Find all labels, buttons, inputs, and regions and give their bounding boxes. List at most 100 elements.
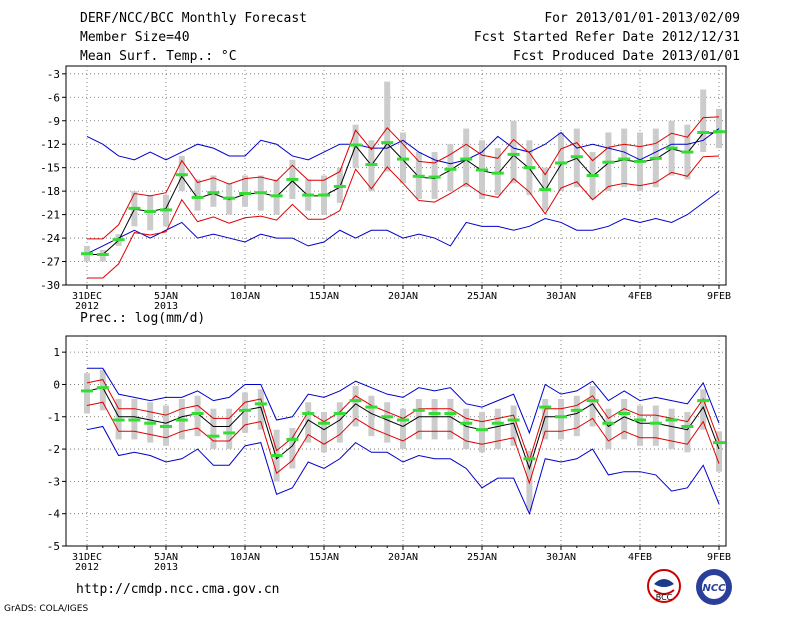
obs-marker — [175, 418, 188, 422]
envelope-min-line — [86, 190, 720, 255]
y-tick-label: -9 — [47, 115, 60, 128]
spread-lower-line — [87, 155, 720, 279]
ensemble-box — [210, 408, 217, 450]
ensemble-box — [605, 408, 612, 450]
ensemble-box — [400, 408, 406, 450]
obs-marker — [365, 163, 378, 167]
ensemble-box — [668, 408, 675, 450]
grads-credit: GrADS: COLA/IGES — [4, 604, 89, 614]
ensemble-box — [242, 392, 248, 433]
y-tick-label: -3 — [47, 475, 60, 488]
ensemble-box — [558, 399, 564, 440]
spread-lower-line — [86, 401, 720, 485]
obs-marker — [697, 399, 710, 403]
ncc-logo: NCC — [696, 569, 732, 605]
y-tick-label: -30 — [40, 279, 60, 292]
plot-frame — [65, 335, 727, 547]
obs-marker — [223, 196, 236, 200]
ensemble-box — [384, 402, 391, 443]
ensemble-box — [210, 175, 217, 207]
obs-marker — [428, 412, 441, 416]
obs-marker — [665, 146, 678, 150]
source-url[interactable]: http://cmdp.ncc.cma.gov.cn — [76, 582, 280, 597]
obs-marker — [555, 415, 567, 419]
obs-marker — [523, 457, 536, 461]
ensemble-box — [637, 405, 643, 446]
obs-marker — [397, 418, 409, 422]
obs-marker — [270, 194, 283, 198]
obs-marker — [649, 421, 662, 425]
obs-marker — [602, 421, 615, 425]
x-tick-label: 25JAN — [467, 552, 497, 563]
x-tick-label: 9FEB — [707, 552, 731, 563]
obs-marker — [96, 386, 109, 390]
x-tick-label: 4FEB — [628, 291, 652, 302]
obs-marker — [713, 441, 725, 445]
obs-marker — [397, 157, 409, 161]
obs-marker — [223, 431, 236, 435]
ensemble-box — [384, 81, 391, 172]
ensemble-box — [510, 120, 517, 184]
obs-marker — [318, 421, 330, 425]
logos: BCC NCC — [647, 569, 732, 605]
obs-marker — [697, 130, 710, 134]
obs-marker — [491, 421, 504, 425]
x-tick-label: 5JAN — [154, 552, 178, 563]
obs-marker — [128, 206, 141, 210]
obs-marker — [412, 174, 425, 178]
spread-upper-line — [86, 379, 720, 462]
ensemble-box — [99, 369, 106, 411]
obs-marker — [144, 209, 157, 213]
obs-marker — [333, 184, 346, 188]
obs-marker — [239, 408, 251, 412]
obs-marker — [302, 193, 315, 197]
obs-marker — [160, 208, 172, 212]
ensemble-box — [589, 386, 596, 427]
obs-marker — [112, 238, 125, 242]
obs-marker — [349, 399, 362, 403]
ensemble-box — [716, 431, 722, 472]
obs-marker — [112, 418, 125, 422]
ensemble-box — [352, 386, 359, 427]
ensemble-box — [621, 399, 628, 440]
bcc-logo: BCC — [647, 569, 681, 603]
x-tick-year: 2013 — [154, 562, 178, 573]
obs-marker — [460, 421, 473, 425]
obs-marker — [444, 412, 457, 416]
obs-marker — [96, 252, 109, 256]
y-tick-label: -2 — [47, 443, 60, 456]
x-tick-label: 20JAN — [388, 552, 418, 563]
obs-marker — [713, 130, 725, 134]
obs-marker — [160, 424, 172, 428]
ensemble-box — [494, 408, 501, 450]
obs-marker — [128, 418, 141, 422]
obs-marker — [428, 175, 441, 179]
obs-marker — [570, 408, 583, 412]
obs-marker — [476, 428, 488, 432]
x-tick-label: 15JAN — [309, 552, 339, 563]
y-tick-label: -6 — [47, 91, 60, 104]
x-tick-year: 2012 — [75, 301, 99, 312]
ensemble-box — [226, 408, 233, 450]
obs-marker — [254, 191, 267, 195]
obs-marker — [349, 143, 362, 147]
precip-title: Prec.: log(mm/d) — [80, 311, 205, 326]
y-tick-label: -5 — [47, 540, 60, 553]
ensemble-box — [194, 395, 201, 437]
obs-marker — [681, 150, 694, 154]
x-tick-label: 15JAN — [309, 291, 339, 302]
ensemble-box — [463, 408, 470, 450]
obs-marker — [539, 188, 552, 192]
y-tick-label: -12 — [40, 138, 60, 151]
envelope-max-line — [86, 128, 720, 165]
obs-marker — [634, 159, 646, 163]
obs-marker — [191, 412, 204, 416]
obs-marker — [665, 418, 678, 422]
y-tick-label: -27 — [40, 256, 60, 269]
x-tick-year: 2013 — [154, 301, 178, 312]
y-tick-label: 0 — [53, 378, 60, 391]
obs-marker — [318, 193, 330, 197]
y-tick-label: -1 — [47, 411, 60, 424]
obs-marker — [365, 405, 378, 409]
